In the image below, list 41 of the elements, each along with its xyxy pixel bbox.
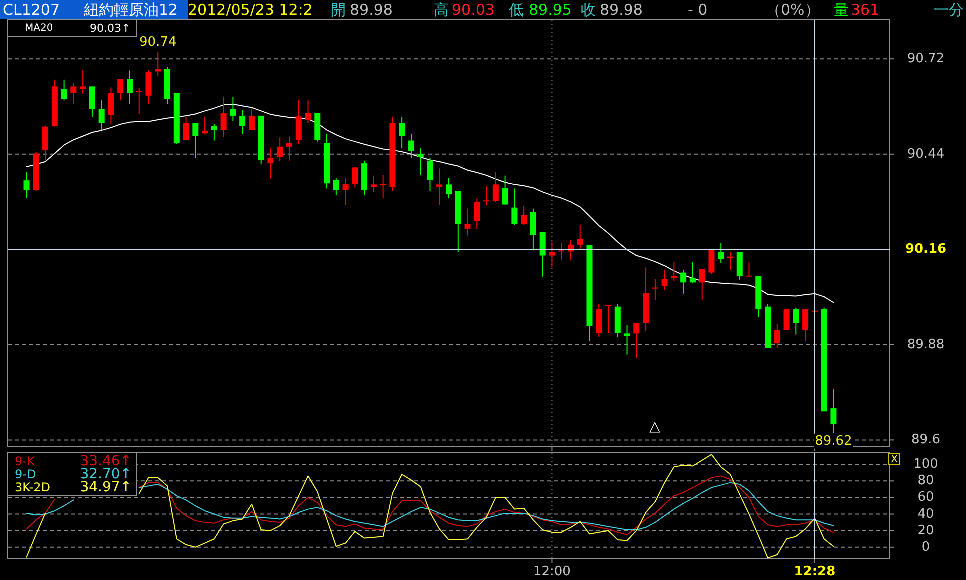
text: 低 [509, 1, 524, 19]
text: 9-K [15, 454, 36, 468]
series-label: 3K-2D [15, 480, 50, 494]
text: 收 [581, 1, 596, 19]
text: 89.98 [350, 1, 393, 19]
y-tick-label: 0 [922, 540, 930, 555]
annotation: 34.97↑ [80, 480, 132, 496]
annotation: △ [650, 419, 661, 435]
text: 361 [851, 1, 880, 19]
ref-line-label: 90.16 [905, 242, 947, 258]
text: 一分 [934, 1, 964, 19]
text: （0%） [766, 1, 820, 19]
y-tick-label: 89.6 [912, 432, 940, 448]
y-tick-label: 60 [918, 490, 934, 506]
text: 9-D [15, 468, 36, 482]
y-tick-label: 90.72 [907, 52, 945, 67]
y-tick-label: 100 [914, 457, 938, 472]
x-tick-label: 12:00 [533, 564, 571, 580]
x-tick-label: 12:28 [794, 564, 836, 580]
annotation: 33.46↑ [80, 454, 132, 470]
text: 紐約輕原油12 [83, 1, 178, 19]
text: 量 [834, 1, 849, 19]
text: 89.98 [600, 1, 643, 19]
annotation: 90.74 [140, 34, 177, 50]
text: MA20 [25, 23, 54, 34]
annotation: 32.70↑ [80, 466, 132, 482]
close-button: X [888, 454, 900, 466]
y-tick-label: 80 [918, 474, 934, 489]
y-tick-label: 89.88 [907, 337, 945, 352]
text: CL1207 [3, 1, 60, 19]
text: 2012/05/23 12:2 [188, 1, 313, 19]
text: 89.95 [529, 1, 572, 19]
annotation: 89.62 [815, 434, 852, 449]
text: 90.03 [452, 1, 495, 19]
annotation: 90.03↑ [90, 22, 131, 35]
text: 高 [434, 1, 449, 19]
y-tick-label: 40 [918, 506, 934, 522]
y-tick-label: 90.44 [907, 146, 945, 162]
text: - 0 [688, 1, 708, 19]
y-tick-label: 20 [918, 523, 934, 538]
text: 開 [331, 1, 346, 19]
